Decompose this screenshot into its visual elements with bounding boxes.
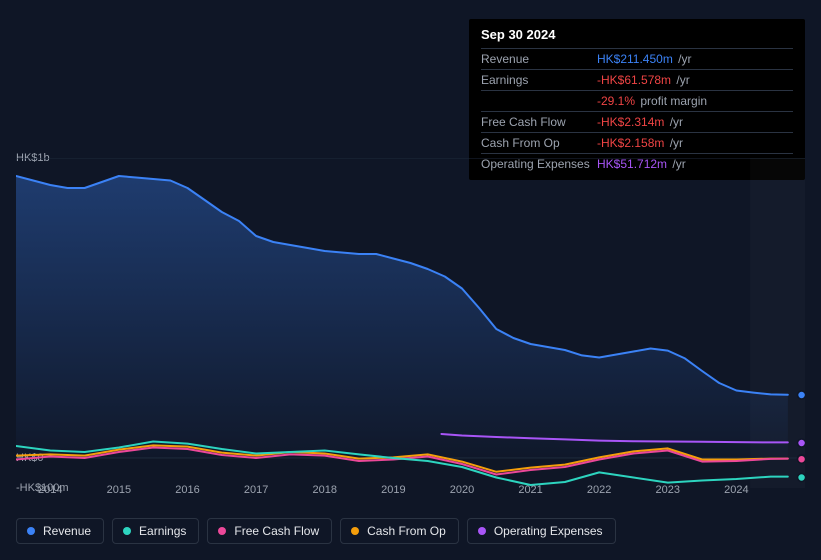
x-axis-label: 2016 <box>175 484 199 496</box>
tooltip-row-label <box>481 93 597 109</box>
tooltip-row-label: Earnings <box>481 72 597 88</box>
legend-item-earnings[interactable]: Earnings <box>112 518 199 544</box>
x-axis-label: 2024 <box>724 484 748 496</box>
tooltip-row-label: Cash From Op <box>481 135 597 151</box>
tooltip-row: Free Cash Flow-HK$2.314m /yr <box>481 111 793 132</box>
financials-chart[interactable] <box>16 158 805 488</box>
tooltip-row-value: -HK$2.314m /yr <box>597 114 793 130</box>
legend-dot-icon <box>478 527 486 535</box>
tooltip-row: -29.1% profit margin <box>481 90 793 111</box>
x-axis-label: 2017 <box>244 484 268 496</box>
x-axis-label: 2018 <box>312 484 336 496</box>
x-axis-label: 2021 <box>518 484 542 496</box>
legend-item-free_cash_flow[interactable]: Free Cash Flow <box>207 518 332 544</box>
legend-label: Earnings <box>139 524 186 538</box>
legend-label: Operating Expenses <box>494 524 603 538</box>
tooltip-row-value: -HK$2.158m /yr <box>597 135 793 151</box>
tooltip-row-label: Free Cash Flow <box>481 114 597 130</box>
legend-label: Cash From Op <box>367 524 446 538</box>
x-axis-label: 2022 <box>587 484 611 496</box>
x-axis-label: 2019 <box>381 484 405 496</box>
x-axis-label: 2020 <box>450 484 474 496</box>
x-axis-label: 2015 <box>107 484 131 496</box>
legend-dot-icon <box>351 527 359 535</box>
legend-dot-icon <box>218 527 226 535</box>
tooltip-row: RevenueHK$211.450m /yr <box>481 48 793 69</box>
legend-dot-icon <box>123 527 131 535</box>
legend-item-cash_from_op[interactable]: Cash From Op <box>340 518 459 544</box>
tooltip-row-value: -HK$61.578m /yr <box>597 72 793 88</box>
tooltip-row-label: Revenue <box>481 51 597 67</box>
x-axis: 2014 2015 2016 2017 2018 2019 2020 2021 2022 2023… <box>16 484 805 500</box>
x-axis-label: 2023 <box>656 484 680 496</box>
data-tooltip: Sep 30 2024 RevenueHK$211.450m /yrEarnin… <box>469 19 805 180</box>
chart-legend: Revenue Earnings Free Cash Flow Cash From O… <box>16 518 616 544</box>
tooltip-row: Earnings-HK$61.578m /yr <box>481 69 793 90</box>
tooltip-date: Sep 30 2024 <box>481 27 793 48</box>
x-axis-label: 2014 <box>38 484 62 496</box>
tooltip-row-value: -29.1% profit margin <box>597 93 793 109</box>
legend-dot-icon <box>27 527 35 535</box>
legend-label: Free Cash Flow <box>234 524 319 538</box>
legend-item-revenue[interactable]: Revenue <box>16 518 104 544</box>
tooltip-row: Cash From Op-HK$2.158m /yr <box>481 132 793 153</box>
legend-label: Revenue <box>43 524 91 538</box>
tooltip-row-value: HK$211.450m /yr <box>597 51 793 67</box>
legend-item-operating_expenses[interactable]: Operating Expenses <box>467 518 616 544</box>
